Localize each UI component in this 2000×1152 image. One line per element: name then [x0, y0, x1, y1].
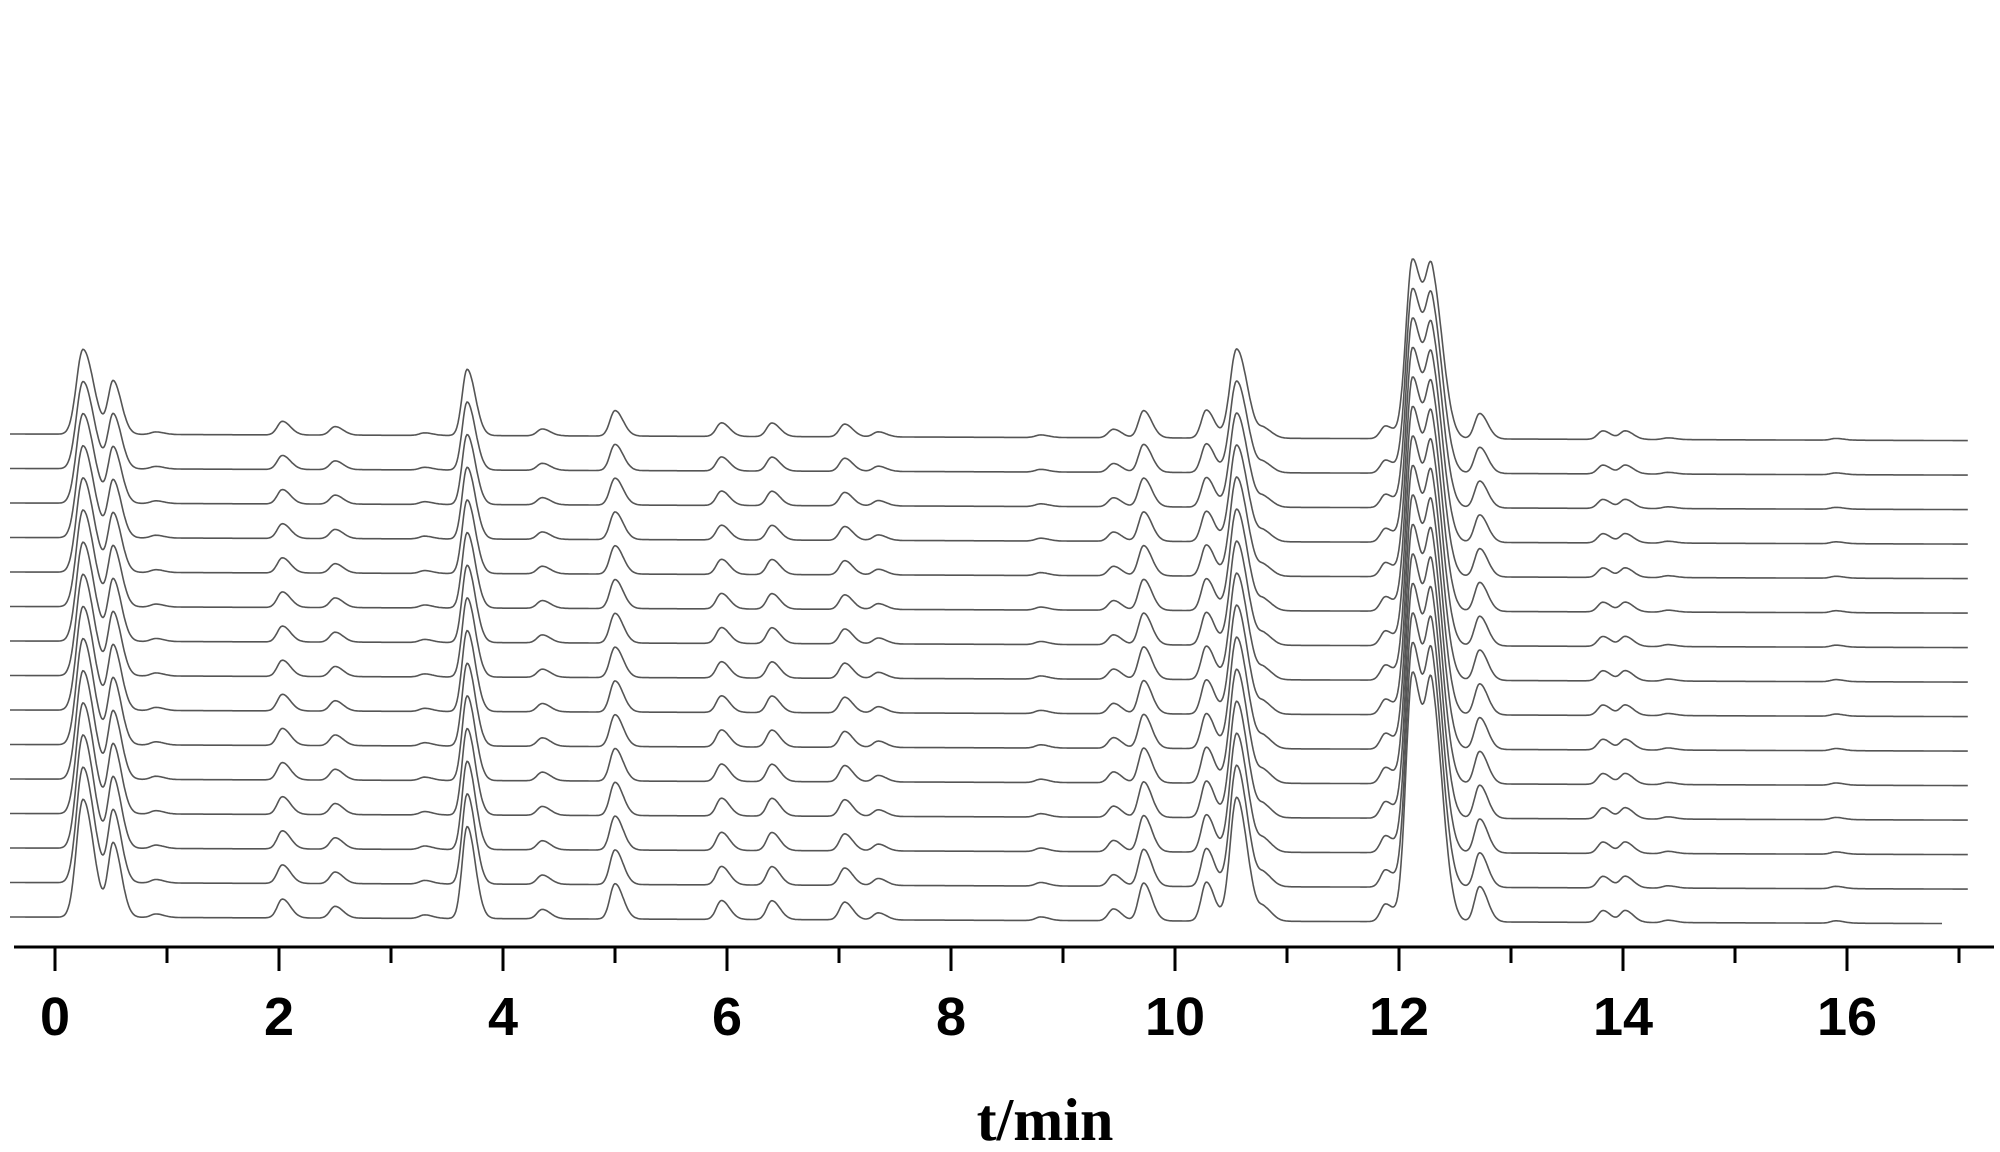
x-axis-tick-labels: 0 2 4 6 8 10 12 14 16	[40, 987, 1877, 1047]
x-tick-label-12: 12	[1369, 987, 1429, 1047]
x-tick-label-0: 0	[40, 987, 70, 1047]
chromatogram-trace-3	[10, 612, 1968, 856]
chromatogram-trace-9	[10, 435, 1968, 649]
chromatogram-trace-7	[10, 494, 1968, 718]
chromatogram-trace-13	[10, 317, 1968, 511]
chromatogram-trace-8	[10, 464, 1968, 683]
x-axis-ticks	[53, 947, 1961, 971]
chromatogram-trace-11	[10, 376, 1968, 580]
chromatogram-trace-14	[10, 287, 1968, 476]
x-tick-label-4: 4	[488, 987, 518, 1047]
x-tick-label-2: 2	[264, 987, 294, 1047]
chromatogram-trace-5	[10, 553, 1968, 787]
chromatogram-trace-12	[10, 346, 1968, 545]
chromatogram-trace-1	[10, 671, 1942, 925]
chromatogram-trace-10	[10, 405, 1968, 614]
chromatogram-trace-6	[10, 523, 1968, 752]
x-tick-label-10: 10	[1145, 987, 1205, 1047]
x-tick-label-16: 16	[1817, 987, 1877, 1047]
x-tick-label-6: 6	[712, 987, 742, 1047]
chromatogram-trace-15	[10, 258, 1968, 442]
x-axis-title: t/min	[977, 1087, 1114, 1152]
chromatogram-trace-4	[10, 582, 1968, 821]
x-tick-label-8: 8	[936, 987, 966, 1047]
chromatogram-trace-2	[10, 641, 1968, 890]
x-tick-label-14: 14	[1593, 987, 1653, 1047]
chromatogram-traces	[10, 258, 1968, 925]
